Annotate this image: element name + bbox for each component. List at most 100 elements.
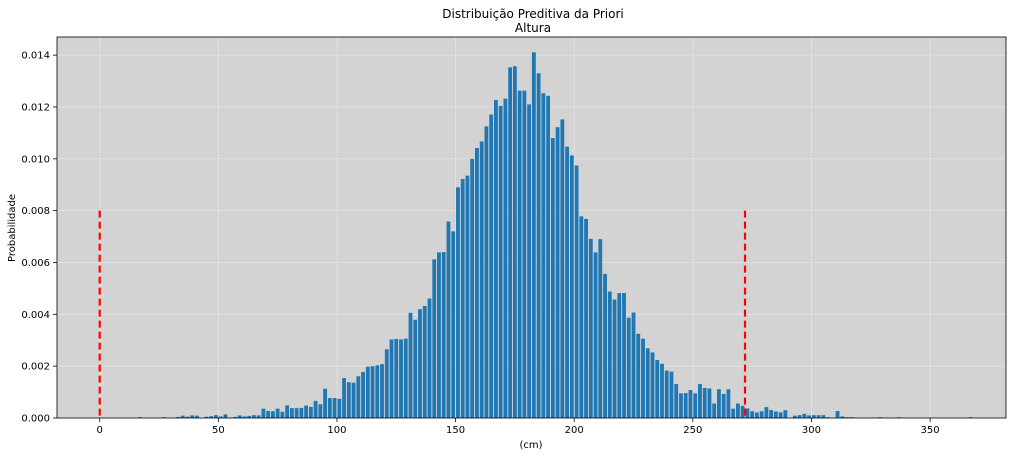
histogram-bar — [835, 411, 840, 418]
histogram-bar — [327, 398, 332, 418]
histogram-bar — [285, 405, 290, 418]
histogram-bar — [280, 411, 285, 418]
histogram-bar — [503, 98, 508, 418]
histogram-bar — [389, 339, 394, 418]
x-tick-label: 250 — [683, 425, 702, 436]
histogram-bar — [574, 165, 579, 418]
histogram-bar — [294, 408, 299, 418]
histogram-bar — [223, 414, 228, 418]
histogram-bar — [721, 393, 726, 418]
histogram-bar — [512, 66, 517, 418]
x-tick-label: 50 — [212, 425, 225, 436]
histogram-bar — [289, 408, 294, 418]
histogram-bar — [308, 406, 313, 418]
histogram-bar — [437, 252, 441, 418]
histogram-bar — [403, 338, 408, 418]
histogram-bar — [427, 298, 432, 418]
histogram-bar — [555, 127, 560, 418]
histogram-bar — [517, 90, 522, 419]
histogram-bar — [475, 147, 479, 418]
histogram-bar — [209, 416, 214, 418]
histogram-bar — [446, 221, 451, 418]
histogram-bar — [418, 309, 422, 418]
y-tick-label: 0.002 — [21, 362, 50, 373]
histogram-bar — [233, 416, 237, 418]
histogram-bar — [384, 349, 389, 418]
histogram-bar — [465, 175, 470, 418]
histogram-bar — [565, 146, 569, 418]
histogram-bar — [204, 416, 209, 418]
x-axis-label: (cm) — [519, 440, 542, 451]
plot-area — [57, 37, 1006, 418]
histogram-bar — [626, 317, 631, 418]
histogram-bar — [783, 410, 788, 418]
histogram-bar — [541, 93, 546, 419]
histogram-bar — [712, 403, 717, 418]
histogram-bar — [698, 384, 702, 418]
histogram-bar — [356, 376, 361, 418]
histogram-bar — [346, 382, 351, 418]
histogram-bar — [645, 348, 650, 418]
histogram-bar — [750, 411, 755, 418]
histogram-bar — [275, 408, 280, 418]
histogram-bar — [679, 393, 683, 418]
histogram-bar — [323, 388, 327, 418]
histogram-bar — [816, 415, 821, 418]
histogram-bar — [717, 389, 721, 418]
chart-subtitle: Altura — [515, 21, 551, 35]
histogram-bar — [773, 411, 778, 418]
histogram-bar — [176, 416, 180, 418]
histogram-bar — [603, 273, 607, 418]
histogram-bar — [745, 408, 750, 418]
histogram-bar — [484, 126, 489, 419]
histogram-bar — [494, 99, 498, 418]
histogram-bar — [432, 259, 437, 418]
plot-frame — [56, 36, 1007, 419]
histogram-bar — [802, 413, 807, 418]
histogram-bar — [531, 52, 536, 418]
histogram-bar — [460, 179, 465, 418]
histogram-bar — [394, 338, 399, 418]
histogram-bar — [731, 408, 736, 418]
histogram-bar — [636, 333, 641, 418]
chart-title: Distribuição Preditiva da Priori — [442, 7, 624, 21]
histogram-bar — [527, 104, 532, 418]
y-tick-label: 0.012 — [21, 102, 50, 113]
histogram-bar — [660, 363, 664, 418]
y-axis-label: Probabilidade — [7, 194, 18, 262]
histogram-bar — [508, 67, 513, 418]
y-tick-label: 0.000 — [21, 414, 50, 425]
histogram-bar — [313, 400, 318, 418]
histogram-bar — [266, 411, 271, 418]
histogram-bar — [579, 216, 584, 418]
histogram-bar — [195, 415, 199, 418]
histogram-bar — [451, 231, 456, 418]
histogram-bar — [650, 352, 655, 418]
histogram-bar — [754, 412, 759, 418]
histogram-bar — [470, 158, 475, 418]
axes: 0 50 100 150 200 250 300 350 0.000 0.002 0.004 0.00… — [21, 36, 1007, 436]
histogram-bar — [726, 389, 731, 418]
histogram-bar — [778, 412, 783, 418]
histogram-bar — [740, 405, 745, 418]
histogram-bar — [584, 218, 588, 418]
x-tick-label: 100 — [327, 425, 346, 436]
histogram-bar — [536, 73, 541, 418]
histogram-bar — [180, 415, 185, 418]
histogram-bar — [683, 393, 688, 418]
histogram-bar — [688, 390, 693, 418]
histogram-bar — [252, 415, 256, 418]
histogram-bar — [588, 238, 593, 418]
histogram-bar — [271, 411, 275, 418]
histogram-bar — [702, 387, 707, 418]
histogram-bar — [332, 398, 337, 418]
histogram-bar — [365, 366, 370, 418]
histogram-bar — [546, 95, 551, 418]
histogram-bar — [807, 415, 811, 418]
histogram-bar — [811, 415, 816, 418]
histogram-bar — [237, 415, 242, 418]
histogram-bar — [218, 416, 223, 418]
y-tick-label: 0.008 — [21, 206, 50, 217]
histogram-bar — [375, 365, 380, 418]
